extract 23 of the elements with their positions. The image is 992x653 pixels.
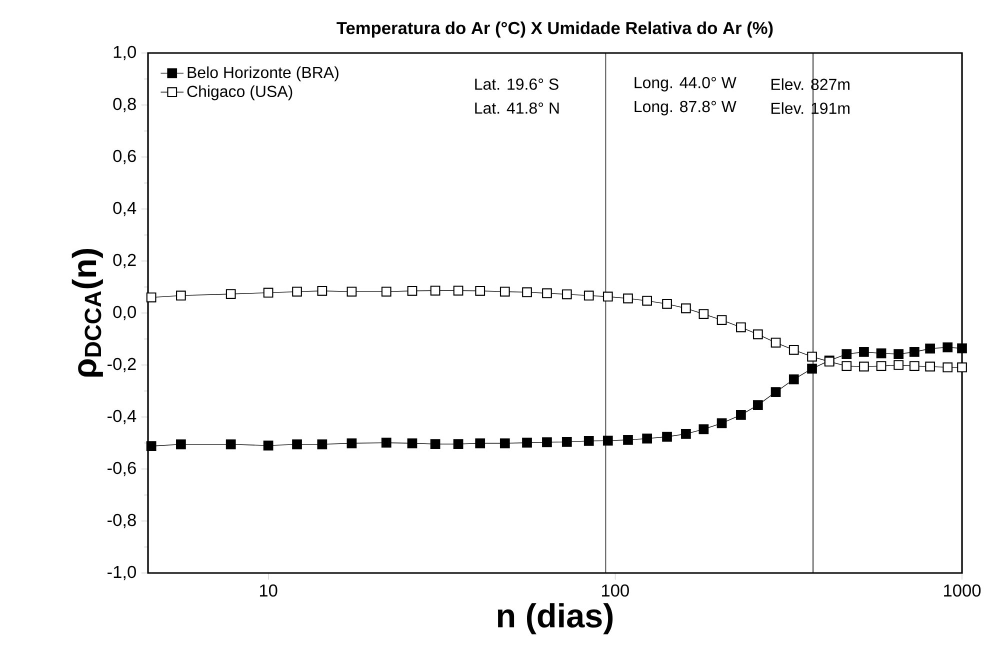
x-tick-label: 1000	[944, 584, 981, 597]
annotation: Long. 87.8° W	[634, 100, 736, 116]
y-tick-label: -1,0	[108, 566, 136, 580]
y-axis-title: ρ$_{DCCA}$(n)	[72, 249, 103, 377]
x-axis-title: n (dias)	[498, 603, 613, 634]
x-tick-label: 100	[602, 584, 629, 597]
legend-label: Chigaco (USA)	[187, 85, 292, 100]
y-tick-label: 0,8	[113, 98, 136, 112]
y-tick-label: 0,6	[113, 150, 136, 164]
annotation: Lat. 19.6° S	[475, 78, 558, 90]
y-tick-label: -0,8	[108, 514, 136, 528]
chart-title: Temperatura do Ar (°C) X Umidade Relativa do Ar (%)	[336, 21, 773, 38]
annotation: Lat. 41.8° N	[475, 102, 559, 114]
y-tick-label: 0,2	[113, 254, 136, 268]
y-tick-label: -0,4	[108, 410, 136, 424]
legend-label: Belo Horizonte (BRA)	[188, 66, 338, 82]
y-tick-label: 1,0	[114, 46, 136, 60]
y-tick-label: -0,2	[108, 358, 136, 372]
y-tick-label: 0,4	[113, 202, 136, 216]
y-tick-label: -0,6	[108, 462, 136, 476]
annotation: Long. 44.0° W	[634, 76, 736, 92]
x-tick-label: 10	[260, 584, 278, 597]
y-tick-label: 0,0	[113, 306, 136, 320]
